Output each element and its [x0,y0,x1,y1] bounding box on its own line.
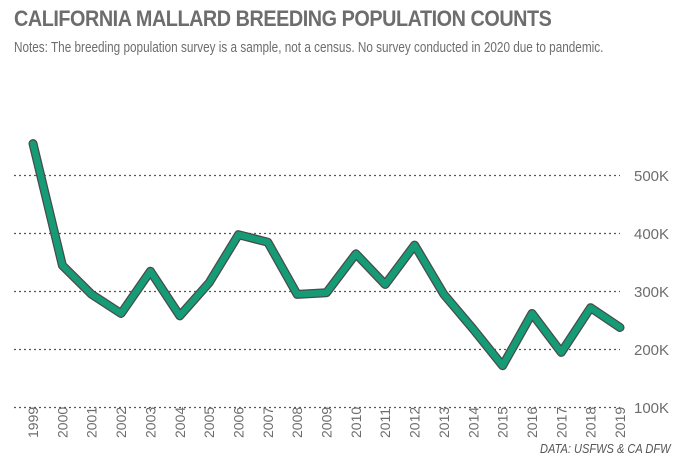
chart-title: CALIFORNIA MALLARD BREEDING POPULATION C… [14,6,552,31]
x-tick-label: 2002 [113,407,129,438]
y-tick-label: 500K [634,168,669,185]
y-tick-label: 100K [634,400,669,417]
x-tick-label: 2006 [230,407,246,438]
x-tick-label: 2003 [142,407,158,438]
x-tick-label: 1999 [25,407,41,438]
x-axis: 1999 2000 2001 2002 2003 2004 2005 2006 2007 2008… [25,407,628,438]
x-tick-label: 2004 [172,407,188,438]
data-source-note: DATA: USFWS & CA DFW [540,441,671,456]
x-tick-label: 2016 [524,407,540,438]
x-tick-label: 2014 [465,407,481,438]
x-tick-label: 2012 [407,407,423,438]
x-tick-label: 2009 [319,407,335,438]
y-tick-label: 300K [634,284,669,301]
x-tick-label: 2011 [377,408,393,438]
grid-lines [14,174,620,409]
series-line-outline [28,139,625,371]
y-tick-label: 200K [634,342,669,359]
chart-subtitle: Notes: The breeding population survey is… [14,40,604,56]
x-tick-label: 2008 [289,407,305,438]
x-tick-label: 2001 [84,407,100,438]
series-line [29,140,624,369]
x-tick-label: 2019 [612,407,628,438]
y-axis: 100K 200K 300K 400K 500K [634,168,669,417]
y-tick-label: 400K [634,226,669,243]
x-tick-label: 2007 [260,407,276,438]
x-tick-label: 2013 [436,407,452,438]
x-tick-label: 2005 [201,407,217,438]
x-tick-label: 2017 [553,407,569,438]
x-tick-label: 2018 [583,407,599,438]
x-tick-label: 2010 [348,407,364,438]
x-tick-label: 2015 [495,407,511,438]
x-tick-label: 2000 [54,407,70,438]
series-mallard-population [28,139,625,371]
